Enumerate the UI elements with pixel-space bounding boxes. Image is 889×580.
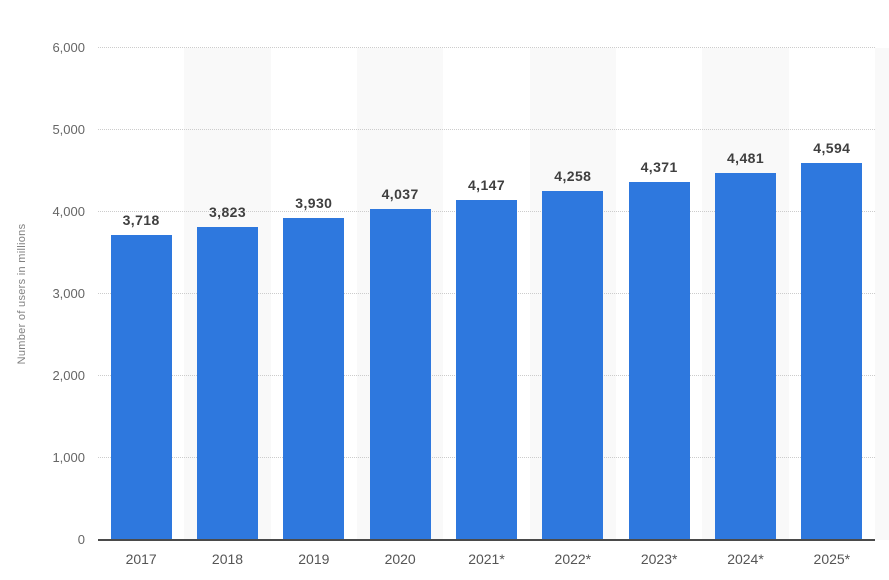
bar-value-label: 4,481 — [726, 149, 765, 166]
y-axis-tick-label: 1,000 — [52, 450, 85, 465]
bar-value-label: 4,147 — [467, 176, 506, 193]
bar-2023[interactable] — [628, 181, 690, 540]
y-axis-tick-label: 6,000 — [52, 40, 85, 55]
bar-2017[interactable] — [110, 235, 172, 540]
column-band — [875, 48, 889, 540]
gridline — [98, 47, 875, 48]
bar-2025[interactable] — [801, 163, 863, 540]
x-axis-tick-label: 2017 — [125, 551, 157, 567]
x-axis-tick-label: 2023* — [640, 551, 678, 567]
bar-value-label: 4,371 — [640, 158, 678, 175]
y-axis-tick-label: 0 — [77, 532, 85, 547]
y-axis-tick-label: 2,000 — [52, 368, 85, 383]
bar-value-label: 4,037 — [381, 185, 419, 202]
x-axis-tick-label: 2024* — [727, 551, 764, 567]
x-axis-tick-label: 2025* — [813, 551, 851, 567]
bar-2021[interactable] — [456, 199, 517, 540]
x-axis-tick-label: 2018 — [211, 551, 244, 567]
bar-value-label: 3,930 — [295, 194, 333, 211]
gridline — [98, 129, 875, 130]
x-axis-tick-label: 2022* — [554, 551, 592, 567]
bar-value-label: 4,594 — [813, 140, 851, 157]
x-axis-tick-label: 2019 — [298, 551, 330, 567]
x-axis-tick-label: 2021* — [468, 551, 505, 567]
bar-2019[interactable] — [283, 217, 345, 540]
x-axis-line — [98, 539, 875, 541]
bar-2020[interactable] — [369, 208, 431, 540]
y-axis-tick-label: 3,000 — [52, 286, 85, 301]
x-axis-tick-label: 2020 — [384, 551, 416, 567]
bar-value-label: 3,718 — [122, 212, 160, 229]
bar-2022[interactable] — [542, 190, 604, 540]
bar-value-label: 3,823 — [208, 203, 247, 220]
bar-2024[interactable] — [715, 172, 776, 540]
bar-2018[interactable] — [197, 226, 258, 540]
bar-value-label: 4,258 — [554, 167, 592, 184]
y-axis-tick-label: 5,000 — [52, 122, 85, 137]
y-axis-tick-label: 4,000 — [52, 204, 85, 219]
